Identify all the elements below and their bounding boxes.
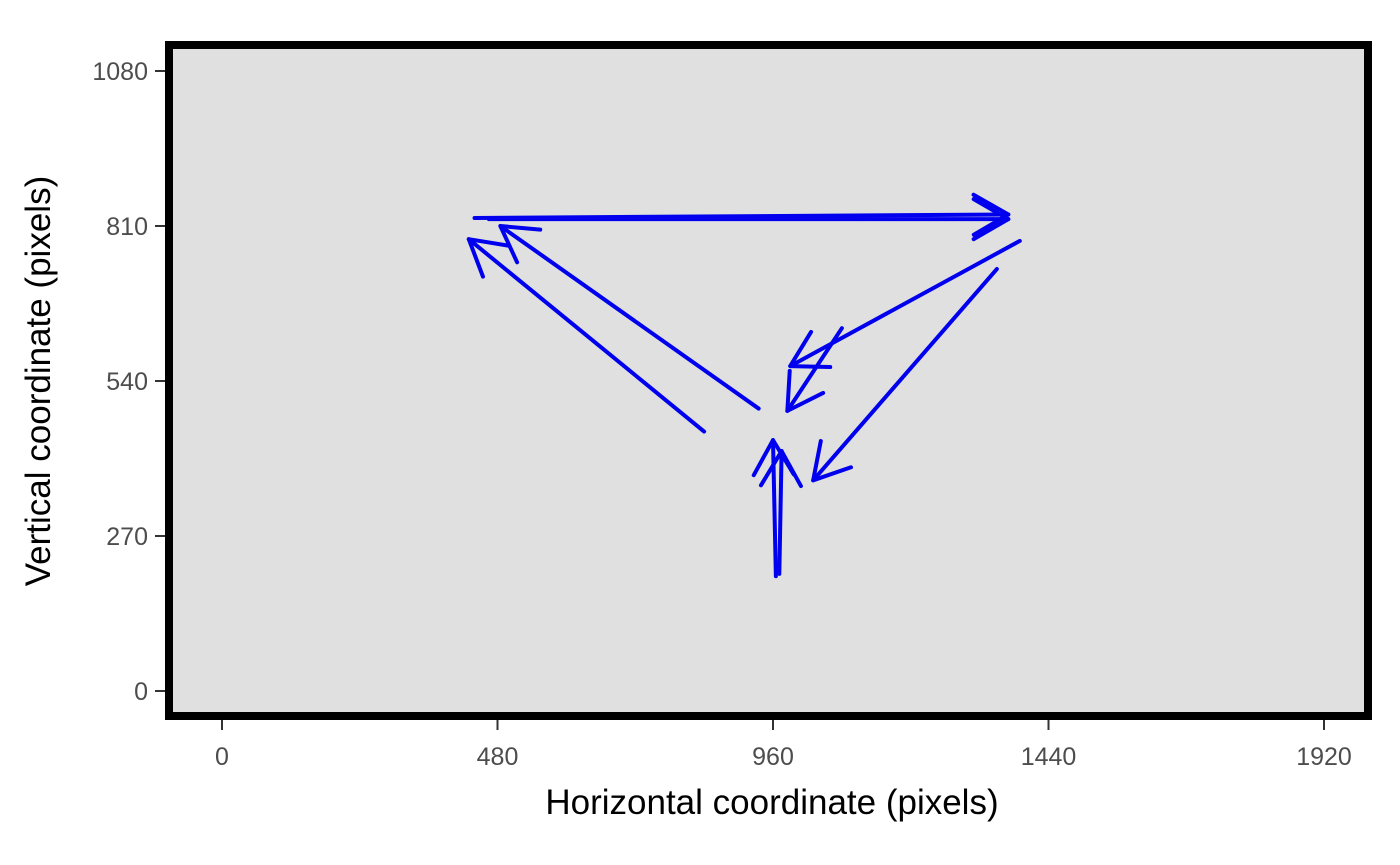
- x-axis: 0 480 960 1440 1920: [215, 720, 1352, 771]
- arrow-7: [466, 237, 707, 434]
- arrow-head: [785, 368, 826, 413]
- x-tick-label: 960: [752, 743, 794, 771]
- arrow-head: [971, 197, 1011, 242]
- arrow-shaft: [811, 267, 999, 483]
- y-tick-label: 0: [134, 678, 148, 706]
- arrow-head: [811, 439, 853, 483]
- arrow-head: [498, 224, 543, 265]
- x-tick-label: 1920: [1296, 743, 1352, 771]
- arrow-head: [971, 192, 1011, 237]
- y-tick-label: 540: [106, 368, 148, 396]
- arrow-4: [811, 267, 999, 483]
- arrow-shaft: [466, 237, 707, 434]
- y-tick-label: 1080: [92, 58, 148, 86]
- arrow-shaft: [777, 449, 784, 576]
- arrow-shaft: [498, 224, 761, 411]
- arrow-5: [785, 326, 844, 413]
- arrow-2: [486, 197, 1011, 242]
- arrows-layer: [466, 192, 1022, 579]
- panel-background: [169, 45, 1368, 716]
- x-axis-title: Horizontal coordinate (pixels): [545, 783, 998, 822]
- y-axis-title: Vertical coordinate (pixels): [19, 176, 58, 586]
- x-tick-label: 480: [477, 743, 519, 771]
- x-tick-label: 1440: [1021, 743, 1077, 771]
- y-tick-label: 810: [106, 213, 148, 241]
- y-tick-label: 270: [106, 523, 148, 551]
- arrow-shaft: [785, 326, 844, 413]
- x-tick-label: 0: [215, 743, 229, 771]
- arrow-6: [498, 224, 761, 411]
- y-axis: 0 270 540 810 1080: [92, 58, 165, 706]
- arrow-head: [466, 237, 511, 279]
- arrow-9: [758, 449, 803, 576]
- panel-border: [165, 41, 1372, 720]
- arrow-head: [758, 449, 803, 489]
